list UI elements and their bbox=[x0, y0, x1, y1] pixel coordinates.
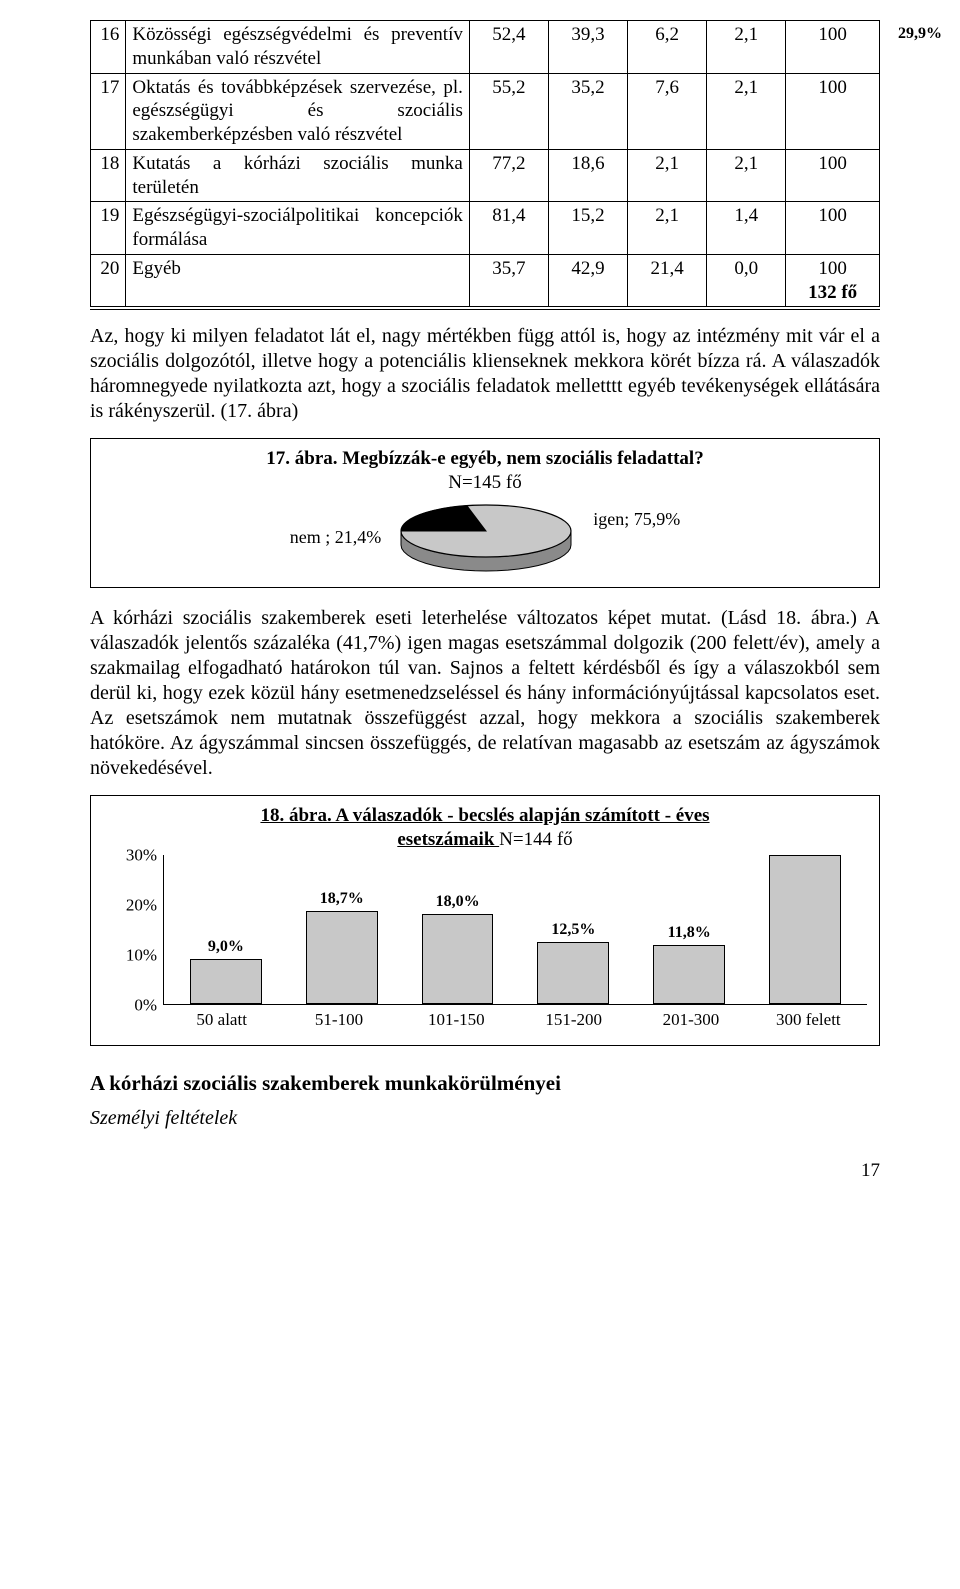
y-tick: 10% bbox=[126, 945, 157, 966]
pie-label-no: nem ; 21,4% bbox=[290, 526, 382, 549]
bar-column: 12,5% bbox=[515, 920, 631, 1005]
y-tick: 30% bbox=[126, 845, 157, 866]
x-label: 300 felett bbox=[750, 1009, 867, 1030]
pie-title: 17. ábra. Megbízzák-e egyéb, nem szociál… bbox=[103, 447, 867, 471]
bar-column: 18,7% bbox=[284, 889, 400, 1005]
table-row: 18Kutatás a kórházi szociális munka terü… bbox=[91, 149, 880, 202]
pie-label-yes: igen; 75,9% bbox=[593, 508, 680, 531]
x-label: 201-300 bbox=[632, 1009, 749, 1030]
activity-table: 16Közösségi egészségvédelmi és preventív… bbox=[90, 20, 880, 310]
x-label: 50 alatt bbox=[163, 1009, 280, 1030]
page-number: 17 bbox=[90, 1159, 880, 1183]
bar-x-labels: 50 alatt51-100101-150151-200201-300300 f… bbox=[163, 1009, 867, 1030]
table-row: 17Oktatás és továbbképzések szervezése, … bbox=[91, 73, 880, 149]
bar-outlier-label: 29,9% bbox=[898, 24, 942, 44]
section-heading: A kórházi szociális szakemberek munkakör… bbox=[90, 1070, 880, 1096]
pie-subtitle: N=145 fő bbox=[103, 471, 867, 495]
pie-chart bbox=[391, 501, 581, 573]
table-row: 16Közösségi egészségvédelmi és preventív… bbox=[91, 21, 880, 74]
bar-column: 11,8% bbox=[631, 923, 747, 1004]
table-row: 20Egyéb35,742,921,40,0100132 fő bbox=[91, 254, 880, 308]
paragraph-2: A kórházi szociális szakemberek eseti le… bbox=[90, 606, 880, 781]
x-label: 51-100 bbox=[280, 1009, 397, 1030]
section-subheading: Személyi feltételek bbox=[90, 1106, 880, 1131]
x-label: 101-150 bbox=[398, 1009, 515, 1030]
table-row: 19Egészségügyi-szociálpolitikai koncepci… bbox=[91, 202, 880, 255]
y-tick: 20% bbox=[126, 895, 157, 916]
x-label: 151-200 bbox=[515, 1009, 632, 1030]
pie-chart-box: 17. ábra. Megbízzák-e egyéb, nem szociál… bbox=[90, 438, 880, 588]
bar-plot: 30%20%10%0% 9,0%18,7%18,0%12,5%11,8%29,9… bbox=[103, 855, 867, 1005]
y-tick: 0% bbox=[134, 995, 157, 1016]
bar-column: 9,0% bbox=[168, 937, 284, 1004]
paragraph-1: Az, hogy ki milyen feladatot lát el, nag… bbox=[90, 324, 880, 424]
bar-column: 18,0% bbox=[400, 892, 516, 1004]
bar-chart-box: 18. ábra. A válaszadók - becslés alapján… bbox=[90, 795, 880, 1046]
bar-column: 29,9% bbox=[747, 833, 863, 1005]
